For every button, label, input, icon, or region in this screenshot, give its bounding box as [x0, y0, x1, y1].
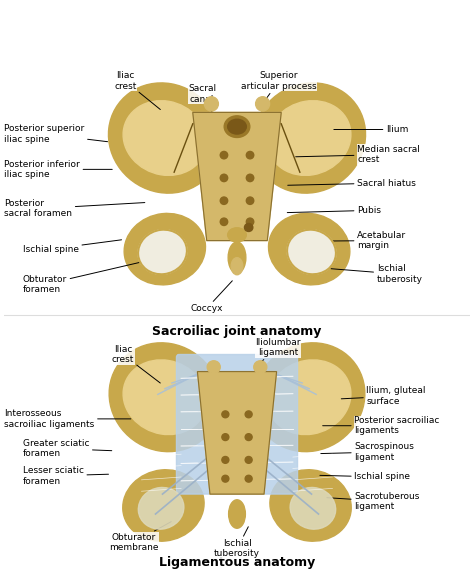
Ellipse shape [124, 213, 206, 285]
Text: Sacral hiatus: Sacral hiatus [288, 179, 416, 187]
Text: Posterior superior
iliac spine: Posterior superior iliac spine [4, 124, 108, 144]
Ellipse shape [254, 343, 365, 451]
Ellipse shape [246, 197, 254, 205]
Text: Superior
articular process: Superior articular process [241, 71, 317, 108]
Ellipse shape [222, 457, 229, 464]
Ellipse shape [287, 229, 336, 274]
Ellipse shape [138, 487, 184, 529]
Ellipse shape [246, 151, 254, 159]
Ellipse shape [290, 487, 336, 529]
Text: Posterior sacroiliac
ligaments: Posterior sacroiliac ligaments [323, 416, 440, 435]
Ellipse shape [228, 228, 246, 242]
Ellipse shape [268, 213, 350, 285]
Ellipse shape [224, 116, 250, 138]
Ellipse shape [270, 470, 351, 541]
Ellipse shape [123, 360, 207, 435]
Ellipse shape [207, 361, 220, 373]
Text: Median sacral
crest: Median sacral crest [296, 145, 420, 164]
Ellipse shape [255, 97, 270, 111]
Ellipse shape [220, 174, 228, 181]
Text: Pubis: Pubis [287, 206, 381, 215]
Ellipse shape [222, 475, 229, 482]
Polygon shape [197, 372, 277, 494]
Ellipse shape [267, 101, 351, 175]
Text: Ilium: Ilium [334, 125, 409, 134]
Polygon shape [193, 112, 281, 240]
Ellipse shape [222, 434, 229, 440]
Text: Sacrotuberous
ligament: Sacrotuberous ligament [327, 492, 419, 511]
Ellipse shape [228, 119, 246, 134]
Ellipse shape [245, 457, 252, 464]
Text: Coccyx: Coccyx [191, 281, 232, 313]
Text: Sacral
canal: Sacral canal [188, 84, 221, 128]
Ellipse shape [220, 218, 228, 225]
Text: Ilium, gluteal
surface: Ilium, gluteal surface [341, 387, 426, 406]
Ellipse shape [267, 360, 351, 435]
Text: Ischial
tuberosity: Ischial tuberosity [331, 265, 423, 284]
Text: Ischial
tuberosity: Ischial tuberosity [214, 527, 260, 558]
Ellipse shape [245, 224, 253, 231]
Ellipse shape [204, 97, 219, 111]
Ellipse shape [109, 343, 220, 451]
Ellipse shape [246, 174, 254, 181]
Ellipse shape [245, 475, 252, 482]
Text: Iliac
crest: Iliac crest [112, 345, 160, 383]
Ellipse shape [220, 197, 228, 205]
Text: Ligamentous anatomy: Ligamentous anatomy [159, 556, 315, 569]
Text: Ischial spine: Ischial spine [23, 240, 121, 254]
Ellipse shape [246, 218, 254, 225]
Text: Sacroiliac joint anatomy: Sacroiliac joint anatomy [152, 325, 322, 339]
Ellipse shape [254, 361, 267, 373]
Ellipse shape [123, 470, 204, 541]
Ellipse shape [228, 500, 246, 528]
Ellipse shape [245, 434, 252, 440]
Text: Iliolumbar
ligament: Iliolumbar ligament [255, 338, 301, 365]
Ellipse shape [123, 101, 207, 175]
Text: Sacrospinous
ligament: Sacrospinous ligament [321, 442, 414, 462]
Text: Obturator
membrane: Obturator membrane [109, 521, 171, 552]
Text: Interosseous
sacroiliac ligaments: Interosseous sacroiliac ligaments [4, 409, 131, 428]
FancyBboxPatch shape [176, 354, 298, 494]
Text: Greater sciatic
foramen: Greater sciatic foramen [23, 439, 112, 458]
Text: Acetabular
margin: Acetabular margin [314, 231, 406, 250]
Text: Lesser sciatic
foramen: Lesser sciatic foramen [23, 466, 109, 486]
Ellipse shape [254, 84, 365, 192]
Ellipse shape [231, 258, 243, 275]
Ellipse shape [138, 229, 187, 274]
Ellipse shape [245, 411, 252, 418]
Text: Posterior inferior
iliac spine: Posterior inferior iliac spine [4, 160, 112, 179]
Text: Ischial spine: Ischial spine [320, 472, 410, 481]
Ellipse shape [220, 151, 228, 159]
Text: Obturator
foramen: Obturator foramen [23, 262, 140, 294]
Text: Posterior
sacral foramen: Posterior sacral foramen [4, 199, 145, 218]
Ellipse shape [109, 84, 220, 192]
Ellipse shape [222, 411, 229, 418]
Text: Iliac
crest: Iliac crest [114, 71, 160, 109]
Ellipse shape [228, 242, 246, 273]
